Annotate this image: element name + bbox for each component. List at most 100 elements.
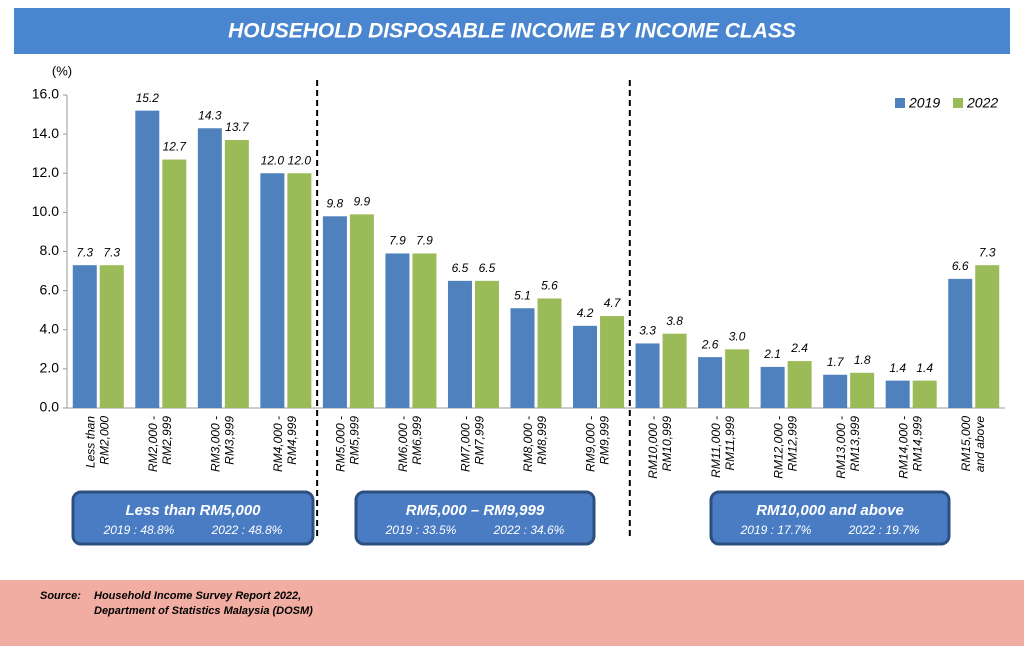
value-label: 6.5 bbox=[452, 261, 469, 275]
y-tick-label: 16.0 bbox=[32, 86, 59, 102]
bar bbox=[72, 265, 97, 408]
group-box bbox=[709, 490, 951, 546]
source-text: Department of Statistics Malaysia (DOSM) bbox=[94, 605, 313, 617]
group-title: RM5,000 – RM9,999 bbox=[406, 502, 545, 519]
bar bbox=[162, 159, 187, 408]
value-label: 7.3 bbox=[103, 245, 120, 259]
bar bbox=[385, 253, 410, 408]
x-tick-label: RM7,999 bbox=[473, 416, 487, 465]
value-label: 7.3 bbox=[76, 245, 93, 259]
value-label: 9.9 bbox=[354, 195, 371, 209]
value-label: 3.0 bbox=[729, 329, 746, 343]
group-share: 2019 : 17.7% bbox=[740, 523, 812, 537]
x-tick-label: RM9,999 bbox=[598, 416, 612, 465]
x-tick-label: RM8,000 - bbox=[521, 416, 535, 472]
title-bar bbox=[14, 8, 1010, 54]
group-share: 2019 : 48.8% bbox=[103, 523, 175, 537]
x-tick-label: Less than bbox=[83, 416, 97, 468]
value-label: 6.6 bbox=[952, 259, 969, 273]
value-label: 5.6 bbox=[541, 279, 558, 293]
x-tick-label: RM3,000 - bbox=[209, 416, 223, 472]
y-tick-label: 6.0 bbox=[40, 281, 60, 297]
bar bbox=[850, 372, 875, 408]
group-title: RM10,000 and above bbox=[756, 502, 904, 519]
bar bbox=[635, 343, 660, 408]
x-tick-label: RM10,999 bbox=[660, 416, 674, 472]
x-tick-label: RM11,000 - bbox=[709, 416, 723, 478]
value-label: 5.1 bbox=[514, 288, 531, 302]
value-label: 2.6 bbox=[701, 337, 719, 351]
value-label: 12.0 bbox=[288, 153, 312, 167]
x-tick-label: RM7,000 - bbox=[459, 416, 473, 472]
source-label: Source: bbox=[40, 590, 81, 602]
bar bbox=[135, 110, 160, 409]
bar bbox=[510, 308, 535, 408]
value-label: 9.8 bbox=[327, 196, 344, 210]
group-share: 2022 : 19.7% bbox=[848, 523, 920, 537]
bar bbox=[662, 333, 687, 408]
x-tick-label: RM13,999 bbox=[848, 416, 862, 472]
x-tick-label: RM12,000 - bbox=[771, 416, 785, 479]
bar bbox=[725, 349, 750, 408]
y-tick-label: 10.0 bbox=[32, 203, 59, 219]
value-label: 15.2 bbox=[136, 91, 160, 105]
x-tick-label: RM14,999 bbox=[910, 416, 924, 472]
group-box bbox=[71, 490, 315, 546]
bar bbox=[260, 173, 285, 408]
value-label: 13.7 bbox=[225, 120, 250, 134]
value-label: 12.0 bbox=[261, 153, 285, 167]
value-label: 1.8 bbox=[854, 353, 871, 367]
value-label: 1.4 bbox=[889, 361, 906, 375]
x-tick-label: and above bbox=[973, 416, 987, 472]
x-tick-label: RM14,000 - bbox=[896, 416, 910, 479]
x-tick-label: RM13,000 - bbox=[834, 416, 848, 479]
bar bbox=[349, 214, 374, 408]
bar bbox=[975, 265, 1000, 408]
x-tick-label: RM8,999 bbox=[535, 416, 549, 465]
y-tick-label: 2.0 bbox=[40, 360, 60, 376]
x-tick-label: RM4,999 bbox=[285, 416, 299, 465]
x-tick-label: RM4,000 - bbox=[271, 416, 285, 472]
x-tick-label: RM10,000 - bbox=[646, 416, 660, 479]
legend-swatch bbox=[953, 98, 963, 108]
value-label: 12.7 bbox=[163, 140, 188, 154]
bar bbox=[287, 173, 312, 408]
bar bbox=[698, 357, 723, 408]
y-tick-label: 4.0 bbox=[40, 320, 60, 336]
y-tick-label: 8.0 bbox=[40, 242, 60, 258]
value-label: 2.4 bbox=[790, 341, 808, 355]
bar bbox=[322, 216, 347, 408]
bar bbox=[197, 128, 222, 408]
group-share: 2022 : 34.6% bbox=[493, 523, 565, 537]
bar bbox=[224, 139, 249, 408]
value-label: 1.7 bbox=[827, 355, 845, 369]
bar bbox=[474, 280, 499, 408]
y-tick-label: 12.0 bbox=[32, 164, 59, 180]
value-label: 3.8 bbox=[666, 314, 683, 328]
bar bbox=[573, 325, 598, 408]
x-tick-label: RM12,999 bbox=[785, 416, 799, 472]
bar bbox=[537, 298, 562, 408]
chart-title: HOUSEHOLD DISPOSABLE INCOME BY INCOME CL… bbox=[228, 20, 796, 43]
group-share: 2019 : 33.5% bbox=[385, 523, 457, 537]
y-tick-label: 14.0 bbox=[32, 125, 59, 141]
value-label: 1.4 bbox=[916, 361, 933, 375]
bar bbox=[600, 316, 625, 408]
legend-swatch bbox=[895, 98, 905, 108]
x-tick-label: RM6,000 - bbox=[396, 416, 410, 472]
x-tick-label: RM6,999 bbox=[410, 416, 424, 465]
bar bbox=[885, 380, 910, 408]
value-label: 4.7 bbox=[604, 296, 622, 310]
source-text: Household Income Survey Report 2022, bbox=[94, 590, 301, 602]
legend-label: 2019 bbox=[908, 95, 940, 111]
bar bbox=[760, 366, 785, 408]
value-label: 7.9 bbox=[389, 234, 406, 248]
x-tick-label: RM3,999 bbox=[223, 416, 237, 465]
x-tick-label: RM2,000 - bbox=[146, 416, 160, 472]
value-label: 7.3 bbox=[979, 245, 996, 259]
bar bbox=[823, 374, 848, 408]
y-tick-label: 0.0 bbox=[40, 399, 60, 415]
value-label: 4.2 bbox=[577, 306, 594, 320]
x-tick-label: RM15,000 bbox=[959, 416, 973, 472]
